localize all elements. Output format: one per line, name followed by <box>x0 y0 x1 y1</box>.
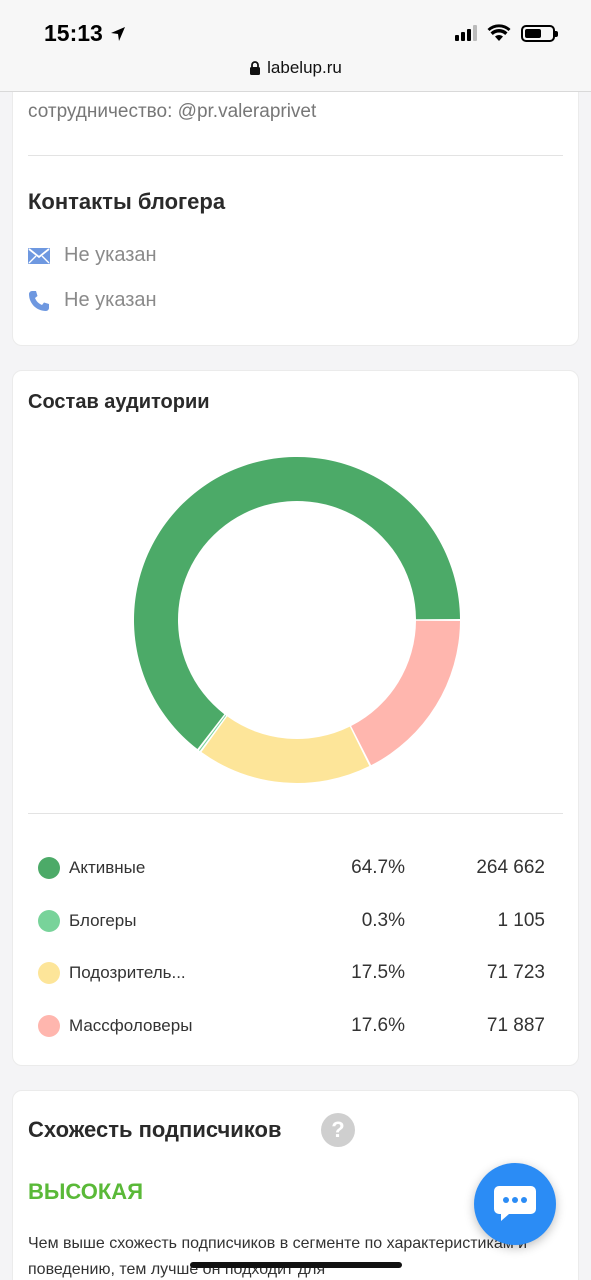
legend-count: 71 887 <box>486 1015 545 1036</box>
legend-label: Блогеры <box>69 911 137 930</box>
blogger-contacts-card: сотрудничество: @pr.valeraprivet Контакт… <box>12 60 579 346</box>
legend-count: 264 662 <box>476 857 545 878</box>
legend-color-dot <box>38 1015 60 1037</box>
audience-composition-card: Состав аудитории Активные 64.7% 264 662 Бло… <box>12 370 579 1066</box>
phone-icon <box>29 290 49 311</box>
legend-row: Активные 64.7% 264 662 <box>38 853 578 883</box>
wifi-icon <box>487 24 511 41</box>
similarity-description: Чем выше схожесть подписчиков в сегменте… <box>28 1235 528 1278</box>
similarity-level: ВЫСОКАЯ <box>28 1179 144 1204</box>
legend-percent: 17.6% <box>351 1015 405 1036</box>
donut-slice-2 <box>198 715 227 751</box>
audience-title: Состав аудитории <box>28 391 210 413</box>
browser-top-bar: 15:13 labelup.ru <box>0 0 591 92</box>
cellular-signal-icon <box>455 25 477 41</box>
status-time: 15:13 <box>44 20 127 47</box>
lock-icon <box>250 61 261 75</box>
legend-percent: 64.7% <box>351 857 405 878</box>
legend-row: Массфоловеры 17.6% 71 887 <box>38 1011 578 1041</box>
legend-label: Подозритель... <box>69 963 186 982</box>
cooperation-text: сотрудничество: @pr.valeraprivet <box>28 101 317 122</box>
legend-count: 71 723 <box>486 962 545 983</box>
legend-percent: 17.5% <box>351 962 405 983</box>
envelope-icon <box>28 247 50 264</box>
legend-row: Блогеры 0.3% 1 105 <box>38 906 578 936</box>
legend-row: Подозритель... 17.5% 71 723 <box>38 958 578 988</box>
chat-bubble-icon <box>494 1186 536 1221</box>
legend-percent: 0.3% <box>361 910 405 931</box>
phone-value: Не указан <box>64 289 157 311</box>
legend-color-dot <box>38 962 60 984</box>
time-text: 15:13 <box>44 20 103 46</box>
contact-email-row: Не указан <box>28 244 157 267</box>
address-bar[interactable]: labelup.ru <box>0 58 591 78</box>
donut-slice-4 <box>351 620 460 766</box>
divider <box>28 813 563 814</box>
chat-button[interactable] <box>474 1163 556 1245</box>
divider <box>28 155 563 156</box>
similarity-title: Схожесть подписчиков <box>28 1117 282 1142</box>
legend-color-dot <box>38 857 60 879</box>
location-arrow-icon <box>110 26 125 41</box>
status-icons <box>455 24 558 42</box>
email-value: Не указан <box>64 244 157 266</box>
legend-label: Массфоловеры <box>69 1016 193 1035</box>
contact-phone-row: Не указан <box>28 289 157 312</box>
home-indicator <box>190 1262 402 1268</box>
battery-icon <box>521 24 558 42</box>
url-text: labelup.ru <box>267 58 342 77</box>
legend-count: 1 105 <box>497 910 545 931</box>
help-icon[interactable]: ? <box>321 1113 355 1147</box>
audience-donut-chart <box>133 457 460 783</box>
legend-label: Активные <box>69 858 146 877</box>
contacts-title: Контакты блогера <box>28 189 226 214</box>
legend-color-dot <box>38 910 60 932</box>
donut-slice-1 <box>133 457 460 750</box>
donut-slice-3 <box>201 716 370 783</box>
